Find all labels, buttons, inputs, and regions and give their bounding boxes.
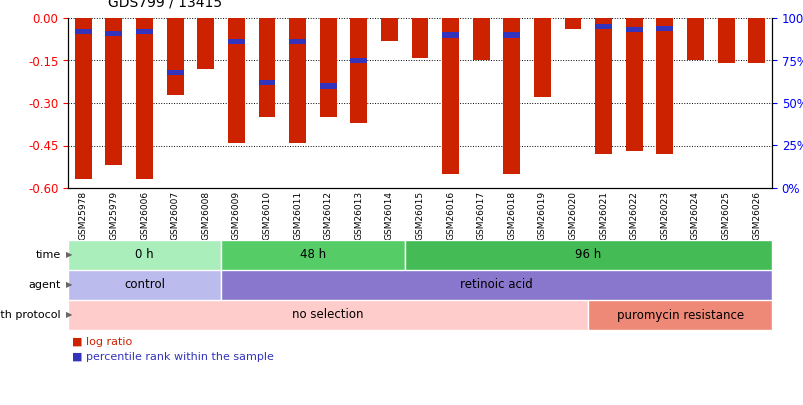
Text: ■ log ratio: ■ log ratio <box>72 337 132 347</box>
Text: puromycin resistance: puromycin resistance <box>616 309 743 322</box>
Text: retinoic acid: retinoic acid <box>459 279 532 292</box>
Bar <box>136 29 153 34</box>
Bar <box>625 28 642 32</box>
Text: agent: agent <box>29 280 61 290</box>
Bar <box>105 18 122 165</box>
Bar <box>564 18 581 29</box>
Bar <box>687 18 703 60</box>
Text: ■ percentile rank within the sample: ■ percentile rank within the sample <box>72 352 274 362</box>
Bar <box>320 18 336 117</box>
Bar <box>350 18 367 123</box>
Bar <box>594 24 611 29</box>
Text: ▶: ▶ <box>66 281 72 290</box>
Text: growth protocol: growth protocol <box>0 310 61 320</box>
Bar <box>105 31 122 36</box>
Bar <box>655 18 672 154</box>
Bar <box>227 18 244 143</box>
Text: GDS799 / 13415: GDS799 / 13415 <box>108 0 222 10</box>
Bar <box>75 29 92 34</box>
Bar <box>404 240 771 270</box>
Text: 96 h: 96 h <box>574 249 601 262</box>
Bar <box>442 18 459 174</box>
Bar <box>594 18 611 154</box>
Bar <box>748 18 764 63</box>
Bar <box>503 18 520 174</box>
Bar <box>442 32 459 38</box>
Bar <box>68 240 221 270</box>
Bar <box>68 300 588 330</box>
Text: time: time <box>35 250 61 260</box>
Bar <box>166 18 183 94</box>
Bar <box>381 18 397 40</box>
Text: ▶: ▶ <box>66 251 72 260</box>
Bar <box>197 18 214 69</box>
Bar <box>221 270 771 300</box>
Bar <box>289 39 306 45</box>
Bar <box>166 70 183 75</box>
Text: no selection: no selection <box>292 309 364 322</box>
Bar <box>625 18 642 151</box>
Bar <box>655 26 672 31</box>
Bar <box>472 18 489 60</box>
Text: 48 h: 48 h <box>300 249 325 262</box>
Text: 0 h: 0 h <box>135 249 153 262</box>
Bar <box>136 18 153 179</box>
Bar <box>259 18 275 117</box>
Bar <box>68 270 221 300</box>
Bar <box>717 18 734 63</box>
Text: control: control <box>124 279 165 292</box>
Bar <box>588 300 771 330</box>
Bar <box>411 18 428 58</box>
Bar <box>533 18 550 97</box>
Bar <box>503 32 520 38</box>
Bar <box>227 39 244 45</box>
Text: ▶: ▶ <box>66 311 72 320</box>
Bar <box>320 83 336 89</box>
Bar <box>350 58 367 63</box>
Bar <box>221 240 404 270</box>
Bar <box>259 80 275 85</box>
Bar <box>289 18 306 143</box>
Bar <box>75 18 92 179</box>
